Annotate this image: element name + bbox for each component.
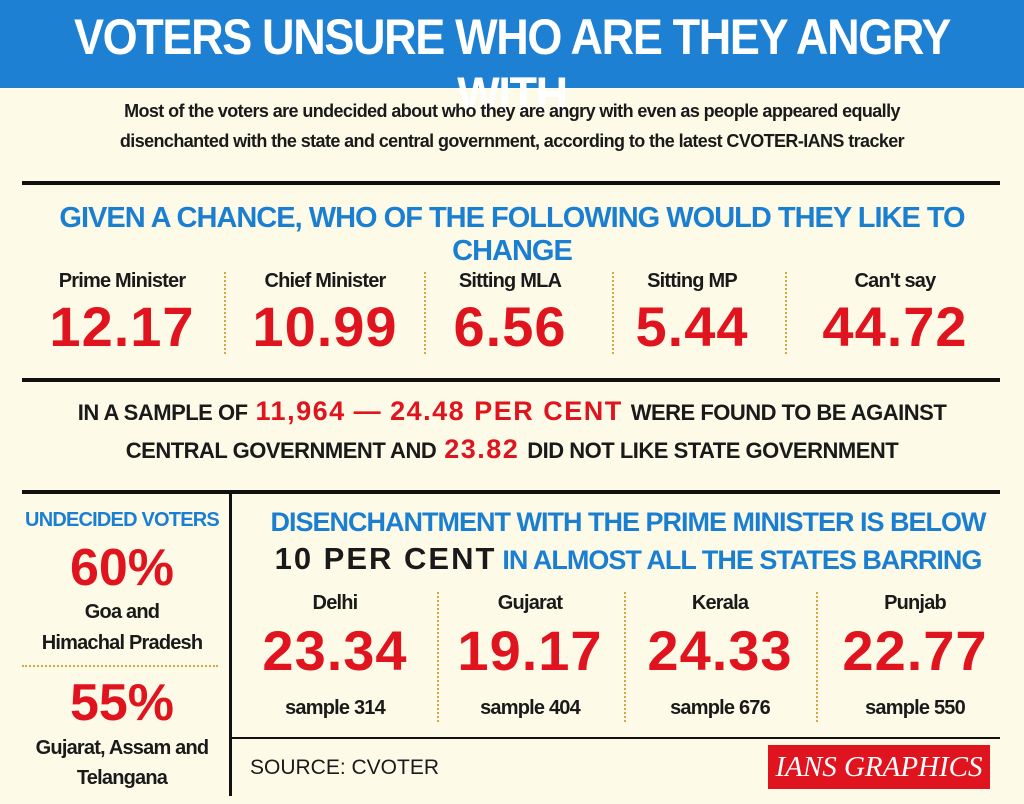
item-label: Sitting MLA [458,270,562,292]
highlight: 11,964 [255,396,346,426]
sample-line: CENTRAL GOVERNMENT AND 23.82 DID NOT LIKE … [0,434,1024,465]
undecided-text: Telangana [76,767,168,789]
undecided-value: 55% [69,674,175,732]
state-sample: sample 676 [670,697,771,719]
state-name: Punjab [884,592,947,614]
separator [816,592,818,722]
state-sample: sample 314 [285,697,386,719]
text: IN A SAMPLE OF [77,400,248,425]
item-label: Can't say [854,270,937,292]
disenchantment-heading: DISENCHANTMENT WITH THE PRIME MINISTER I… [270,507,987,537]
separator [785,272,787,354]
state-name: Gujarat [497,592,563,614]
separator [437,592,439,722]
intro-line: Most of the voters are undecided about w… [124,101,900,121]
item-value: 6.56 [453,295,567,358]
undecided-heading: UNDECIDED VOTERS [25,509,220,531]
item-label: Sitting MP [647,270,738,292]
undecided-value: 60% [69,539,175,597]
text: WERE FOUND TO BE AGAINST [630,400,947,425]
brand: IANS GRAPHICS [768,745,990,789]
item-value: 44.72 [822,295,968,358]
item-label: Prime Minister [58,270,186,292]
text: DID NOT LIKE STATE GOVERNMENT [527,438,899,463]
divider [232,737,1000,739]
divider [22,181,1000,185]
sample-line: IN A SAMPLE OF 11,964—24.48 PER CENT WERE … [0,396,1024,427]
state-value: 19.17 [457,619,603,682]
intro-line: disenchanted with the state and central … [119,131,905,151]
state-value: 24.33 [647,619,793,682]
title: VOTERS UNSURE WHO ARE THEY ANGRY WITH [73,9,951,123]
divider [22,490,1000,494]
item-value: 5.44 [635,295,749,358]
text: CENTRAL GOVERNMENT AND [125,438,437,463]
undecided-text: Goa and [84,601,160,623]
emphasis: 10 PER CENT [274,541,497,576]
undecided-text: Gujarat, Assam and [35,737,210,759]
item-value: 12.17 [49,295,195,358]
vertical-divider [229,492,232,796]
separator [22,665,218,667]
title-bar [0,0,1024,88]
state-name: Delhi [312,592,359,614]
separator [424,272,426,354]
highlight: 23.82 [444,434,520,464]
state-name: Kerala [691,592,749,614]
state-sample: sample 550 [865,697,966,719]
undecided-text: Himachal Pradesh [41,632,203,654]
divider [22,378,1000,382]
state-value: 23.34 [262,619,408,682]
state-sample: sample 404 [480,697,581,719]
item-label: Chief Minister [264,270,386,292]
state-value: 22.77 [842,619,988,682]
section-heading: GIVEN A CHANCE, WHO OF THE FOLLOWING WOU… [59,202,965,267]
text: IN ALMOST ALL THE STATES BARRING [502,545,982,575]
separator [612,272,614,354]
disenchantment-heading: 10 PER CENT IN ALMOST ALL THE STATES BARR… [232,541,1024,577]
dash: — [353,396,383,426]
highlight: 24.48 PER CENT [390,396,623,426]
item-value: 10.99 [252,295,398,358]
separator [224,272,226,354]
separator [624,592,626,722]
source: SOURCE: CVOTER [250,756,440,779]
